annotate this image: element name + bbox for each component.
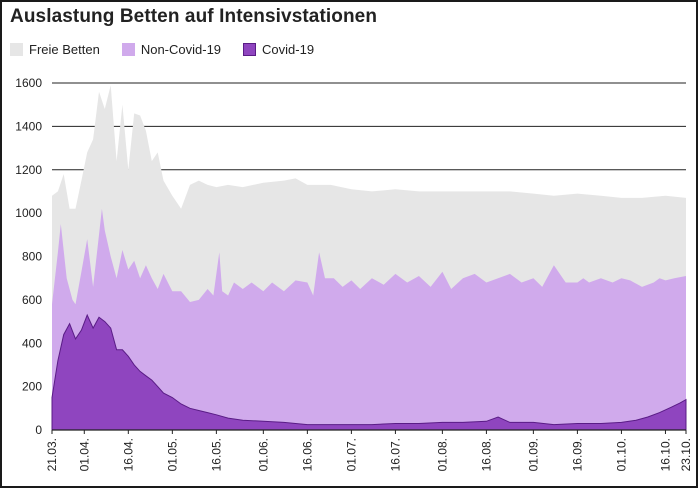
y-tick-label-200: 200 (22, 380, 42, 394)
legend-item-covid: Covid-19 (243, 42, 314, 57)
x-tick-label-01-05-: 01.05. (165, 438, 179, 471)
legend-item-freie-betten: Freie Betten (10, 42, 100, 57)
y-tick-label-0: 0 (35, 423, 42, 437)
y-tick-label-1200: 1200 (15, 163, 42, 177)
legend-label-freie-betten: Freie Betten (29, 42, 100, 57)
x-tick-label-01-07-: 01.07. (344, 438, 358, 471)
y-tick-label-600: 600 (22, 293, 42, 307)
x-tick-label-16-05-: 16.05. (209, 438, 223, 471)
chart-title: Auslastung Betten auf Intensivstationen (10, 6, 378, 27)
x-tick-label-21-03-: 21.03. (45, 438, 59, 471)
y-tick-label-1000: 1000 (15, 206, 42, 220)
x-tick-label-01-10-: 01.10. (614, 438, 628, 471)
legend-item-non-covid: Non-Covid-19 (121, 42, 222, 57)
legend-swatch-covid (243, 43, 257, 56)
chart-legend: Freie Betten Non-Covid-19 Covid-19 (10, 42, 336, 57)
legend-label-covid: Covid-19 (262, 42, 315, 57)
area-non-covid-19 (52, 208, 686, 430)
x-tick-label-16-07-: 16.07. (388, 438, 402, 471)
legend-label-non-covid: Non-Covid-19 (140, 42, 222, 57)
area-covid-19 (51, 313, 687, 431)
x-tick-label-01-08-: 01.08. (435, 438, 449, 471)
legend-swatch-non-covid (121, 43, 135, 56)
x-tick-label-01-06-: 01.06. (256, 438, 270, 471)
y-tick-label-800: 800 (22, 250, 42, 264)
x-tick-label-16-04-: 16.04. (121, 438, 135, 471)
x-tick-label-23-10-: 23.10. (679, 438, 693, 471)
legend-swatch-freie-betten (10, 43, 23, 56)
x-tick-label-16-06-: 16.06. (300, 438, 314, 471)
x-tick-label-01-09-: 01.09. (526, 438, 540, 471)
y-tick-label-1600: 1600 (15, 76, 42, 90)
y-tick-label-1400: 1400 (15, 119, 42, 133)
x-tick-label-16-10-: 16.10. (659, 438, 673, 471)
y-tick-label-400: 400 (22, 336, 42, 350)
x-tick-label-16-09-: 16.09. (570, 438, 584, 471)
x-tick-label-16-08-: 16.08. (479, 438, 493, 471)
x-tick-label-01-04-: 01.04. (77, 438, 91, 471)
